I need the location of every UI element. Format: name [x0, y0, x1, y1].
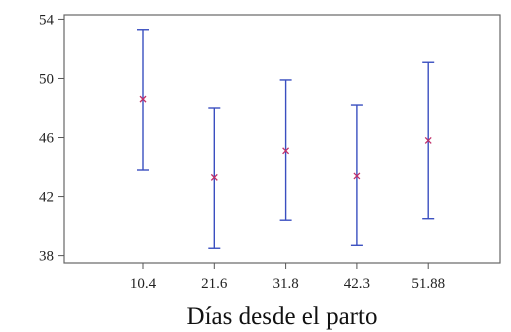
mean-marker-stroke: [282, 147, 290, 155]
x-axis: 10.4 21.6 31.8 42.3 51.88: [130, 263, 445, 292]
mean-marker: [210, 173, 218, 181]
error-bar: [137, 29, 149, 171]
mean-marker-stroke: [139, 95, 147, 103]
y-tick-label: 46: [39, 131, 55, 147]
mean-marker: [424, 137, 432, 144]
x-tick-label: 42.3: [344, 276, 370, 292]
error-bar: [350, 104, 363, 246]
y-axis: 38 42 46 50 54: [39, 12, 64, 265]
error-bar: [279, 79, 292, 221]
plot-area: [63, 14, 501, 264]
y-tick-label: 38: [39, 249, 54, 265]
x-tick-label: 31.8: [272, 276, 298, 292]
y-tick-label: 42: [39, 190, 54, 206]
mean-marker: [282, 147, 290, 155]
error-bars: [137, 29, 435, 249]
error-bar: [208, 107, 221, 249]
x-tick-label: 10.4: [130, 276, 157, 292]
x-tick-label: 21.6: [201, 276, 228, 292]
error-bar: [422, 61, 435, 220]
x-axis-title: Días desde el parto: [187, 303, 378, 330]
mean-marker: [353, 172, 361, 180]
mean-marker: [139, 95, 147, 103]
mean-marker-stroke: [424, 137, 432, 144]
mean-marker-stroke: [210, 173, 218, 181]
mean-marker-stroke: [353, 172, 361, 180]
y-tick-label: 54: [39, 12, 55, 28]
y-tick-label: 50: [39, 71, 54, 87]
x-tick-label: 51.88: [411, 276, 445, 292]
